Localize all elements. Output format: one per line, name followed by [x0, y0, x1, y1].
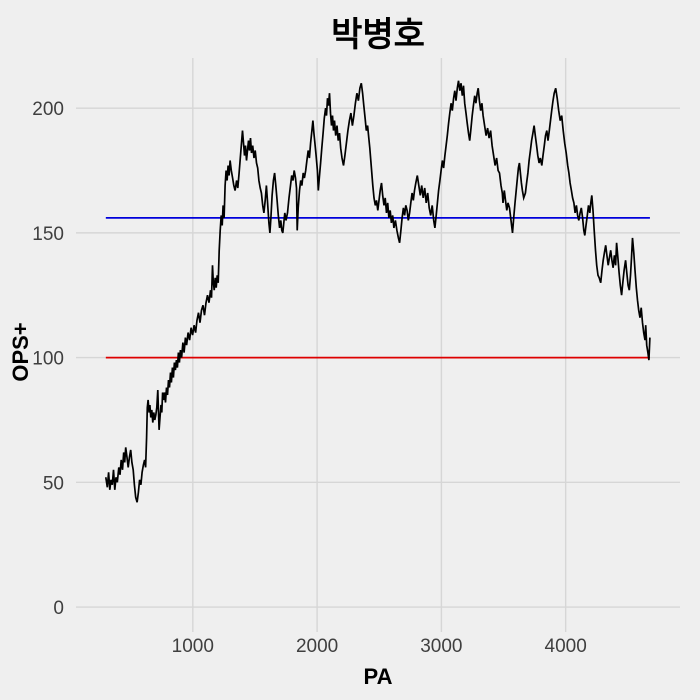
y-tick-label: 100 — [32, 349, 64, 370]
gridlines — [76, 58, 680, 632]
x-tick-label: 3000 — [420, 636, 462, 657]
y-axis-title: OPS+ — [8, 322, 33, 381]
y-tick-label: 200 — [32, 99, 64, 120]
chart-title: 박병호 — [331, 16, 425, 54]
y-tick-label: 150 — [32, 224, 64, 245]
x-tick-label: 1000 — [172, 636, 214, 657]
reference-lines — [105, 217, 650, 359]
axis-tick-labels: 1000 2000 3000 4000 0 50 100 150 200 — [32, 99, 587, 657]
x-tick-label: 2000 — [296, 636, 338, 657]
x-axis-title: PA — [364, 664, 393, 689]
y-tick-label: 50 — [43, 473, 64, 494]
y-tick-label: 0 — [53, 598, 64, 619]
x-tick-label: 4000 — [545, 636, 587, 657]
rolling-ops-plus-path — [104, 80, 651, 503]
ops-plus-line — [104, 80, 651, 503]
